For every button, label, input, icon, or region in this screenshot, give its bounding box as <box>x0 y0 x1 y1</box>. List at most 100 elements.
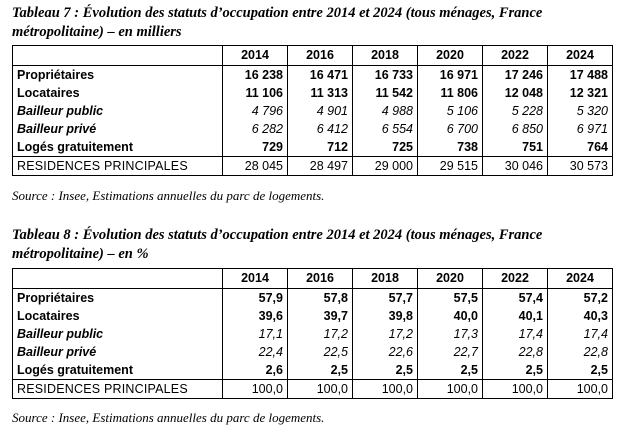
row-label: Locataires <box>12 84 223 102</box>
row-label: Bailleur public <box>12 102 223 120</box>
table-cell: 30 573 <box>547 156 613 176</box>
row-label: RESIDENCES PRINCIPALES <box>12 379 223 399</box>
table-cell: 751 <box>482 138 548 157</box>
table-cell: 57,7 <box>352 288 418 307</box>
table-cell: 28 497 <box>287 156 353 176</box>
table-cell: 40,0 <box>417 307 483 325</box>
year-header: 2014 <box>222 268 288 289</box>
table-cell: 57,4 <box>482 288 548 307</box>
table-cell: 30 046 <box>482 156 548 176</box>
table-8-source: Source : Insee, Estimations annuelles du… <box>12 410 325 425</box>
table-cell: 5 106 <box>417 102 483 120</box>
table-cell: 764 <box>547 138 613 157</box>
table-row: Bailleur privé 22,4 22,5 22,6 22,7 22,8 … <box>12 343 613 361</box>
table-cell: 22,6 <box>352 343 418 361</box>
year-header: 2020 <box>417 268 483 289</box>
table-cell: 100,0 <box>547 379 613 399</box>
table-cell: 22,5 <box>287 343 353 361</box>
row-label: Bailleur privé <box>12 343 223 361</box>
table-cell: 16 733 <box>352 65 418 84</box>
table-cell: 11 313 <box>287 84 353 102</box>
year-header: 2018 <box>352 268 418 289</box>
row-label: Locataires <box>12 307 223 325</box>
table-cell: 712 <box>287 138 353 157</box>
table-cell: 5 228 <box>482 102 548 120</box>
table-cell: 4 796 <box>222 102 288 120</box>
table-cell: 17 488 <box>547 65 613 84</box>
table-cell: 6 412 <box>287 120 353 138</box>
table-cell: 2,5 <box>547 361 613 380</box>
year-header: 2024 <box>547 45 613 66</box>
table-cell: 2,5 <box>417 361 483 380</box>
table-cell: 6 850 <box>482 120 548 138</box>
table-header-row: 2014 2016 2018 2020 2022 2024 <box>12 268 613 289</box>
table-8-title: Tableau 8 : Évolution des statuts d’occu… <box>12 227 543 262</box>
table-cell: 16 971 <box>417 65 483 84</box>
table-cell: 11 542 <box>352 84 418 102</box>
table-row: Propriétaires 57,9 57,8 57,7 57,5 57,4 5… <box>12 288 613 307</box>
row-label: Propriétaires <box>12 65 223 84</box>
row-label: Propriétaires <box>12 288 223 307</box>
table-cell: 17,2 <box>287 325 353 343</box>
table-cell: 2,5 <box>287 361 353 380</box>
table-header-row: 2014 2016 2018 2020 2022 2024 <box>12 45 613 66</box>
table-cell: 57,8 <box>287 288 353 307</box>
table-cell: 17 246 <box>482 65 548 84</box>
table-cell: 738 <box>417 138 483 157</box>
table-row: Locataires 11 106 11 313 11 542 11 806 1… <box>12 84 613 102</box>
header-blank-cell <box>12 268 223 289</box>
table-cell: 12 321 <box>547 84 613 102</box>
table-cell: 2,6 <box>222 361 288 380</box>
year-header: 2022 <box>482 45 548 66</box>
table-cell: 57,2 <box>547 288 613 307</box>
table-cell: 40,3 <box>547 307 613 325</box>
table-row: Logés gratuitement 2,6 2,5 2,5 2,5 2,5 2… <box>12 361 613 380</box>
table-cell: 100,0 <box>352 379 418 399</box>
table-cell: 39,6 <box>222 307 288 325</box>
year-header: 2024 <box>547 268 613 289</box>
table-7-source: Source : Insee, Estimations annuelles du… <box>12 188 325 203</box>
table-7: 2014 2016 2018 2020 2022 2024 Propriétai… <box>12 45 613 176</box>
table-cell: 100,0 <box>417 379 483 399</box>
table-cell: 22,7 <box>417 343 483 361</box>
table-cell: 6 971 <box>547 120 613 138</box>
table-cell: 39,8 <box>352 307 418 325</box>
table-cell: 725 <box>352 138 418 157</box>
table-cell: 4 901 <box>287 102 353 120</box>
table-cell: 4 988 <box>352 102 418 120</box>
table-cell: 16 471 <box>287 65 353 84</box>
table-cell: 11 806 <box>417 84 483 102</box>
table-8: 2014 2016 2018 2020 2022 2024 Propriétai… <box>12 268 613 399</box>
year-header: 2018 <box>352 45 418 66</box>
table-cell: 16 238 <box>222 65 288 84</box>
table-cell: 22,4 <box>222 343 288 361</box>
year-header: 2022 <box>482 268 548 289</box>
table-cell: 2,5 <box>352 361 418 380</box>
year-header: 2016 <box>287 45 353 66</box>
table-total-row: RESIDENCES PRINCIPALES 100,0 100,0 100,0… <box>12 379 613 399</box>
table-cell: 17,3 <box>417 325 483 343</box>
table-cell: 11 106 <box>222 84 288 102</box>
row-label: Logés gratuitement <box>12 138 223 157</box>
table-cell: 2,5 <box>482 361 548 380</box>
table-row: Propriétaires 16 238 16 471 16 733 16 97… <box>12 65 613 84</box>
table-cell: 17,1 <box>222 325 288 343</box>
table-cell: 5 320 <box>547 102 613 120</box>
table-row: Logés gratuitement 729 712 725 738 751 7… <box>12 138 613 157</box>
table-cell: 100,0 <box>287 379 353 399</box>
table-cell: 17,2 <box>352 325 418 343</box>
table-cell: 100,0 <box>222 379 288 399</box>
table-row: Bailleur public 17,1 17,2 17,2 17,3 17,4… <box>12 325 613 343</box>
year-header: 2020 <box>417 45 483 66</box>
row-label: RESIDENCES PRINCIPALES <box>12 156 223 176</box>
row-label: Logés gratuitement <box>12 361 223 380</box>
table-cell: 57,5 <box>417 288 483 307</box>
row-label: Bailleur public <box>12 325 223 343</box>
table-cell: 29 515 <box>417 156 483 176</box>
year-header: 2014 <box>222 45 288 66</box>
table-total-row: RESIDENCES PRINCIPALES 28 045 28 497 29 … <box>12 156 613 176</box>
table-row: Bailleur public 4 796 4 901 4 988 5 106 … <box>12 102 613 120</box>
table-cell: 729 <box>222 138 288 157</box>
table-cell: 6 282 <box>222 120 288 138</box>
table-cell: 22,8 <box>547 343 613 361</box>
